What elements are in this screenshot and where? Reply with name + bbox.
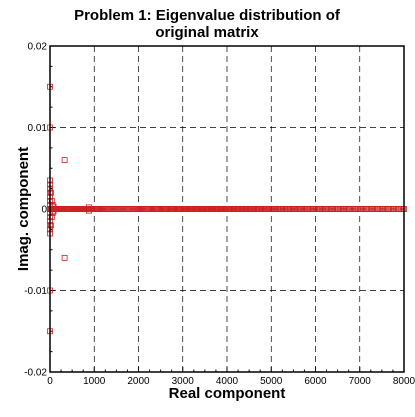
x-axis-title: Real component [169,385,286,402]
y-tick-label: 0.02 [28,42,48,53]
x-tick-label: 6000 [304,376,327,387]
x-tick-label: 2000 [127,376,150,387]
y-tick-labels: -0.02 -0.01 0 0.01 0.02 [24,42,47,379]
x-tick-label: 4000 [216,376,239,387]
x-tick-labels: 0 1000 2000 3000 4000 5000 6000 7000 8000 [47,376,415,387]
y-tick-label: -0.02 [24,368,47,379]
chart-title-line-2: original matrix [155,24,259,41]
eigenvalue-point [61,254,68,261]
y-axis-title: Imag. component [15,147,32,271]
eigenvalue-point [47,189,54,196]
x-tick-label: 8000 [393,376,415,387]
eigenvalue-point [61,157,68,164]
eigenvalue-point [47,222,54,229]
y-tick-label: -0.01 [24,286,47,297]
x-tick-label: 0 [47,376,53,387]
x-tick-label: 7000 [349,376,372,387]
plot-frame [49,45,405,373]
x-tick-label: 3000 [172,376,195,387]
data-points [47,83,407,335]
y-tick-label: 0.01 [28,123,48,134]
x-tick-label: 5000 [260,376,283,387]
chart-title-line-1: Problem 1: Eigenvalue distribution of [74,7,341,24]
y-tick-label: 0 [41,205,47,216]
x-tick-label: 1000 [83,376,106,387]
